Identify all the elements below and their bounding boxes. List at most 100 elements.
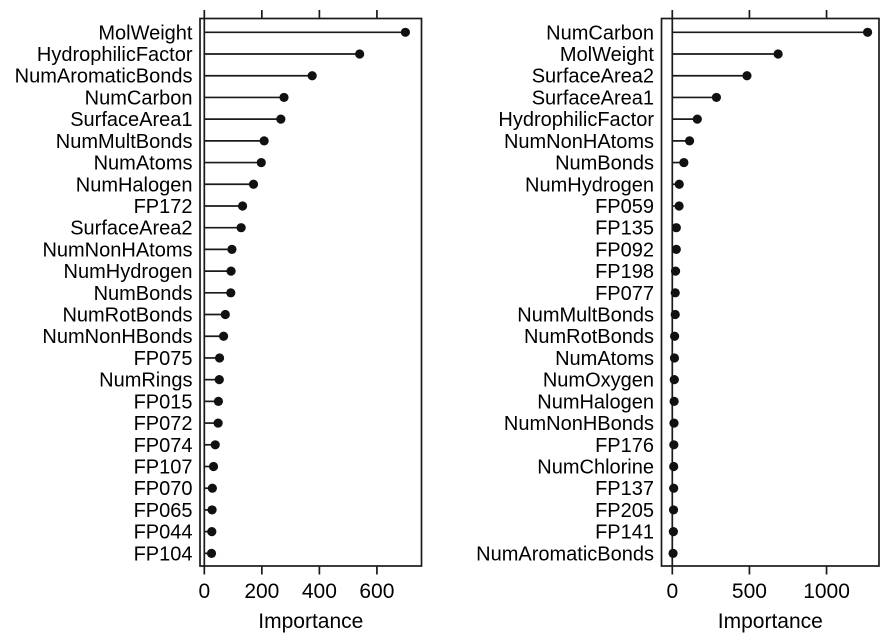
category-label: FP092 [595,239,654,261]
data-point-dot [208,461,219,472]
data-point-dot [692,114,702,124]
data-point-dot [220,309,230,320]
data-point-dot [711,92,722,103]
category-label: SurfaceArea2 [532,66,654,88]
data-point-dot [668,548,678,558]
category-label: NumCarbon [85,87,193,109]
data-point-dot [248,179,259,189]
x-axis-title-left: Importance [258,610,363,633]
category-label: FP198 [595,261,654,283]
category-label: FP059 [595,196,654,218]
category-label: FP205 [595,500,654,522]
category-label: FP044 [134,522,193,544]
category-label: NumCarbon [546,22,654,44]
data-point-dot [400,27,410,37]
data-point-dot [674,201,684,211]
category-label: NumChlorine [537,457,654,479]
category-label: NumAromaticBonds [15,66,193,88]
category-label: NumAromaticBonds [476,543,654,565]
plot-box [199,17,423,567]
category-label: NumOxygen [543,370,654,392]
category-label: NumHydrogen [525,174,654,196]
x-tick-label: 200 [244,580,279,603]
category-label: FP172 [134,196,193,218]
data-point-dot [669,396,679,406]
data-point-dot [668,527,678,537]
category-label: FP072 [134,413,193,435]
x-tick-label: 400 [302,580,337,603]
data-point-dot [226,288,236,298]
data-point-dot [226,266,236,276]
data-point-dot [276,114,286,124]
data-point-dot [671,244,681,254]
x-tick-label: 600 [359,580,394,603]
data-point-dot [206,548,217,558]
category-label: MolWeight [560,44,655,66]
category-label: FP070 [134,478,193,500]
data-point-dot [213,396,224,406]
data-point-dot [669,353,680,363]
x-tick-label: 500 [732,580,767,603]
category-label: FP075 [134,348,193,370]
data-point-dot [355,49,365,59]
data-point-dot [256,157,266,168]
plot-box [660,17,880,567]
category-label: NumHydrogen [64,261,193,283]
category-label: NumNonHAtoms [42,239,192,261]
data-point-dot [210,440,220,450]
data-point-dot [207,505,217,515]
category-label: SurfaceArea1 [532,87,654,109]
category-label: FP065 [134,500,193,522]
category-label: NumAtoms [555,348,654,370]
category-label: FP176 [595,435,654,457]
data-point-dot [742,71,752,81]
data-point-dot [669,461,679,472]
x-tick-label: 1000 [803,580,850,603]
x-axis-title-right: Importance [718,610,823,633]
x-tick-label: 0 [666,580,678,603]
data-point-dot [227,244,237,254]
category-label: NumHalogen [537,391,654,413]
data-point-dot [237,201,248,211]
data-point-dot [307,71,317,81]
category-label: FP015 [134,391,193,413]
category-label: NumMultBonds [56,131,193,153]
data-point-dot [218,331,229,341]
category-label: FP074 [134,435,193,457]
category-label: FP135 [595,218,654,240]
data-point-dot [674,179,684,189]
category-label: NumNonHBonds [42,326,192,348]
data-point-dot [214,375,224,385]
category-label: FP077 [595,283,654,305]
data-point-dot [213,418,223,428]
category-label: NumRotBonds [524,326,654,348]
data-point-dot [207,483,217,493]
data-point-dot [236,223,246,233]
category-label: HydrophilicFactor [37,44,193,66]
category-label: MolWeight [98,22,193,44]
category-label: NumRings [99,370,192,392]
generated-chart-layer: 0 200 400 600MolWeightHydrophilicFactorNumA… [15,10,880,603]
data-point-dot [669,483,679,493]
data-point-dot [773,49,783,59]
data-point-dot [259,136,269,146]
x-tick-label: 0 [198,580,210,603]
data-point-dot [679,157,689,168]
data-point-dot [670,266,681,276]
data-point-dot [669,440,679,450]
category-label: FP104 [134,543,193,565]
category-label: NumHalogen [76,174,193,196]
category-label: HydrophilicFactor [498,109,654,131]
category-label: NumBonds [555,153,654,175]
category-label: FP137 [595,478,654,500]
data-point-dot [669,375,679,385]
category-label: NumAtoms [94,153,193,175]
category-label: SurfaceArea1 [70,109,192,131]
data-point-dot [279,92,289,103]
category-label: NumBonds [94,283,193,305]
data-point-dot [668,505,679,515]
data-point-dot [684,136,695,146]
data-point-dot [214,353,225,363]
